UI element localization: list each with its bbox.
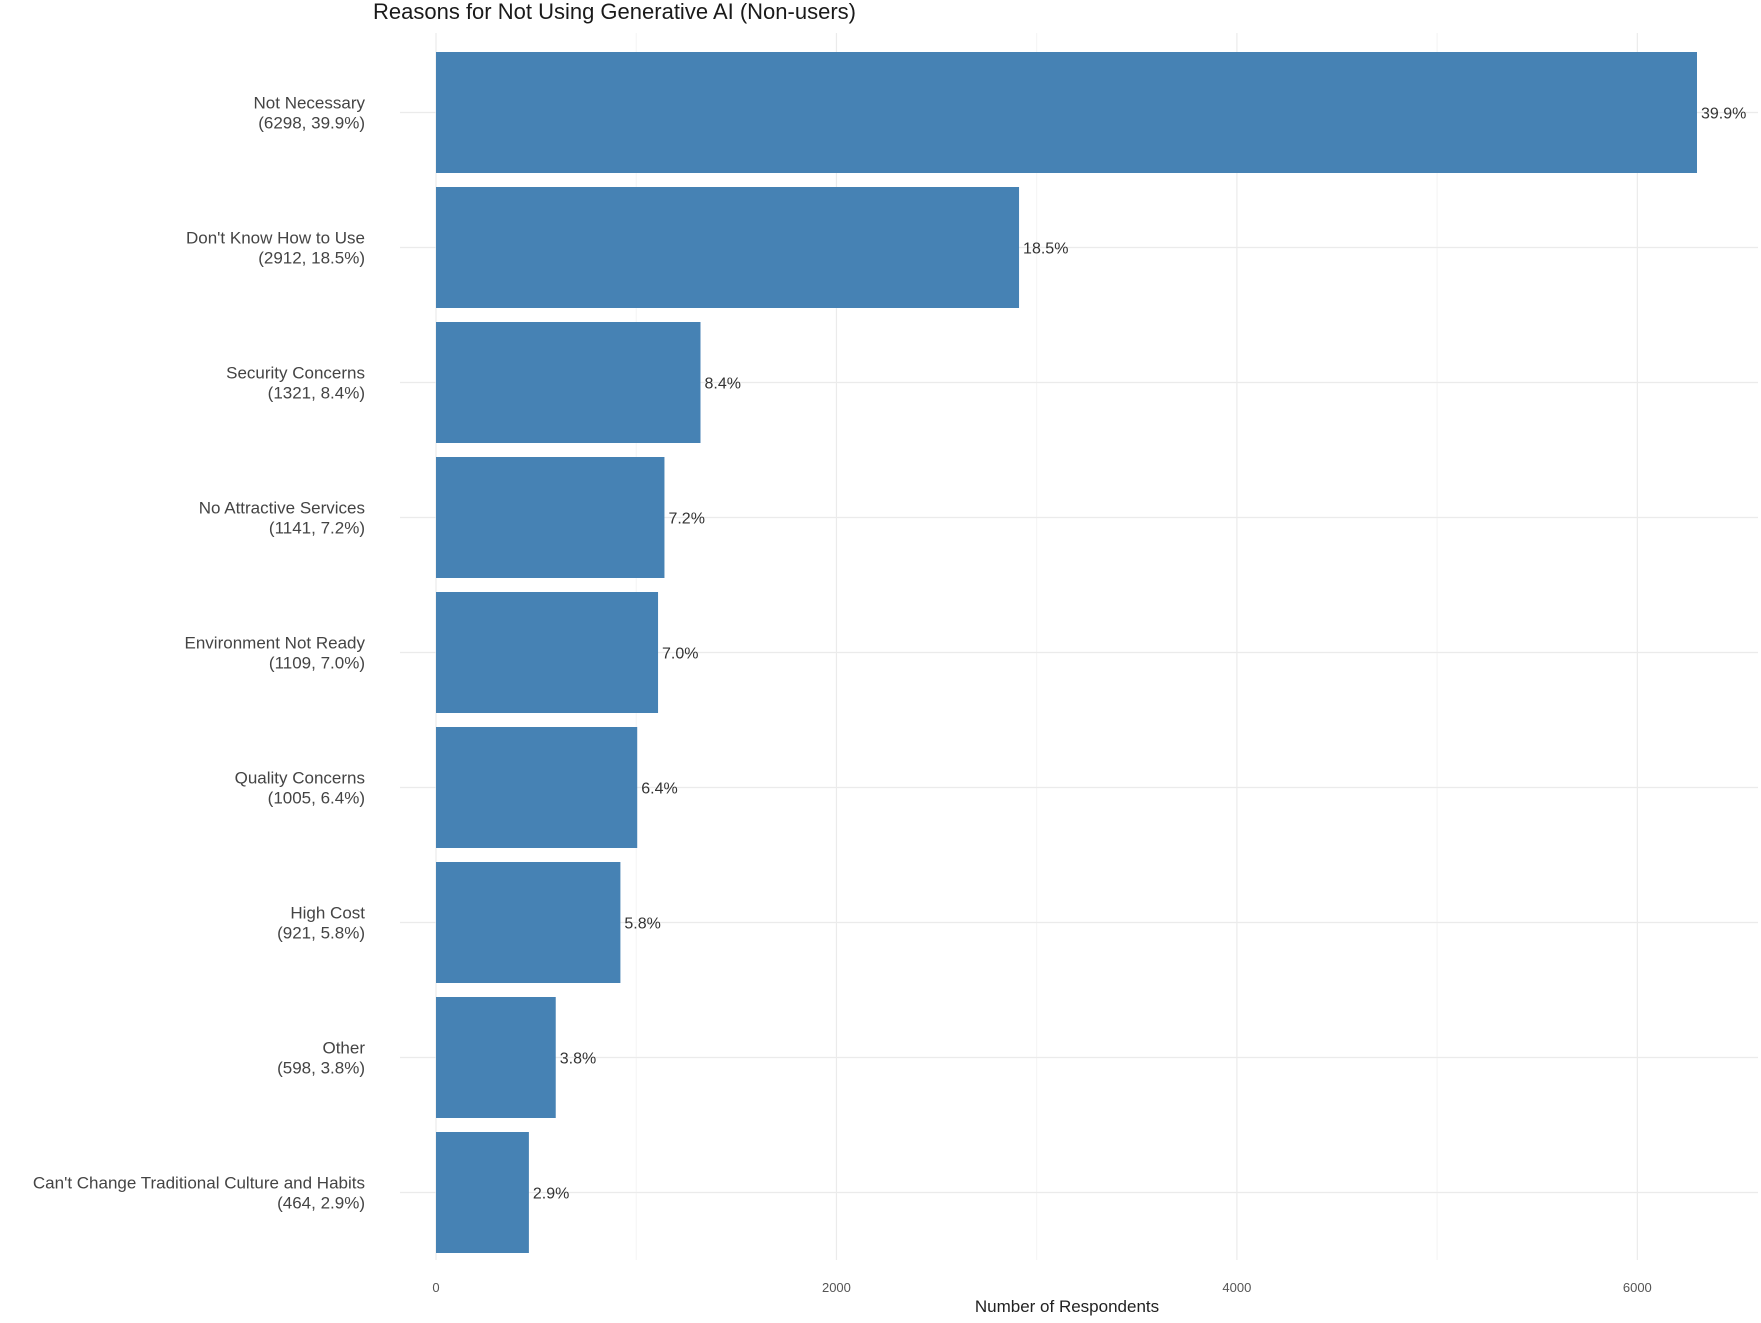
category-name-label: Don't Know How to Use — [186, 229, 365, 248]
bar — [436, 187, 1020, 308]
category-labels: Not Necessary(6298, 39.9%) Don't Know How… — [33, 94, 366, 1213]
category-name-label: High Cost — [290, 904, 365, 923]
x-tick-label: 2000 — [822, 1280, 851, 1295]
category-name-label: Other — [322, 1039, 365, 1058]
category-name-label: Can't Change Traditional Culture and Hab… — [33, 1174, 365, 1193]
bar — [436, 52, 1697, 173]
x-axis-title: Number of Respondents — [975, 1297, 1159, 1316]
x-axis-ticks: 0 2000 4000 6000 — [432, 1280, 1651, 1295]
x-tick-label: 6000 — [1623, 1280, 1652, 1295]
category-detail-label: (1321, 8.4%) — [268, 384, 365, 403]
category-name-label: No Attractive Services — [199, 499, 365, 518]
bar — [436, 862, 621, 983]
bar — [436, 997, 556, 1118]
category-detail-label: (1141, 7.2%) — [269, 519, 365, 538]
bar — [436, 592, 659, 713]
bar-value-label: 8.4% — [704, 376, 740, 393]
category-detail-label: (2912, 18.5%) — [258, 249, 365, 268]
category-name-label: Security Concerns — [226, 364, 365, 383]
category-detail-label: (6298, 39.9%) — [258, 114, 365, 133]
bar — [436, 322, 701, 443]
category-detail-label: (1109, 7.0%) — [269, 654, 365, 673]
bar-value-label: 5.8% — [624, 916, 660, 933]
bar-value-label: 18.5% — [1023, 241, 1068, 258]
x-tick-label: 0 — [432, 1280, 439, 1295]
bar-value-label: 6.4% — [641, 781, 677, 798]
chart-title: Reasons for Not Using Generative AI (Non… — [373, 0, 856, 24]
category-name-label: Not Necessary — [254, 94, 366, 113]
category-detail-label: (1005, 6.4%) — [268, 789, 365, 808]
value-labels: 39.9% 18.5% 8.4% 7.2% 7.0% 6.4% 5.8% 3.8% 2.9% — [533, 106, 1746, 1203]
category-detail-label: (921, 5.8%) — [277, 924, 365, 943]
category-name-label: Quality Concerns — [235, 769, 365, 788]
bar-value-label: 7.2% — [668, 511, 704, 528]
bar — [436, 1132, 529, 1253]
bar-value-label: 3.8% — [560, 1051, 596, 1068]
bars — [436, 52, 1697, 1253]
category-detail-label: (598, 3.8%) — [277, 1059, 365, 1078]
bar — [436, 457, 665, 578]
category-detail-label: (464, 2.9%) — [277, 1194, 365, 1213]
x-tick-label: 4000 — [1222, 1280, 1251, 1295]
category-name-label: Environment Not Ready — [185, 634, 366, 653]
bar-value-label: 7.0% — [662, 646, 698, 663]
bar — [436, 727, 638, 848]
bar-value-label: 39.9% — [1701, 106, 1746, 123]
bar-value-label: 2.9% — [533, 1186, 569, 1203]
